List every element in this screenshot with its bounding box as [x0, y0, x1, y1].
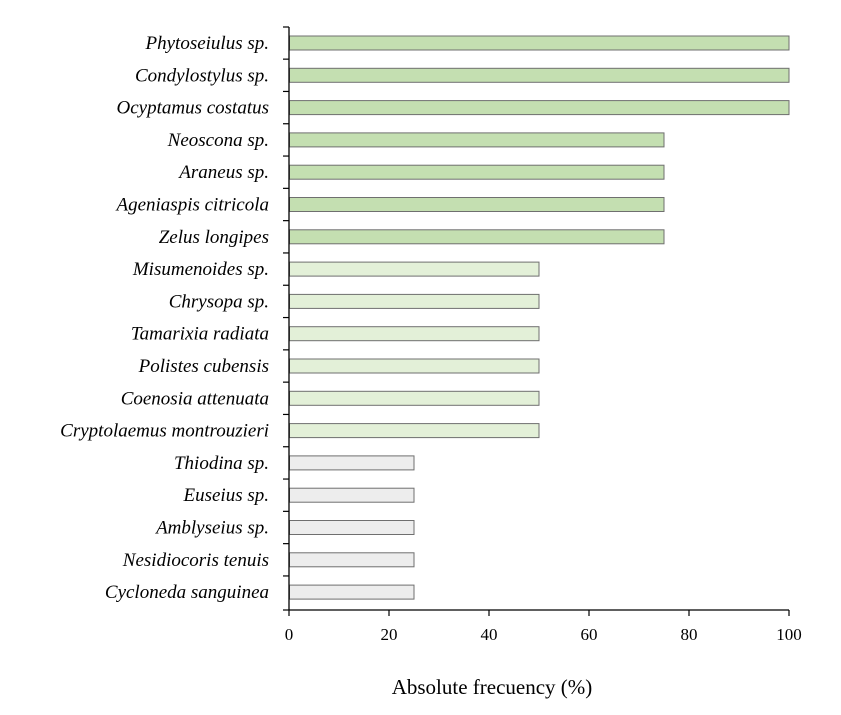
category-label: Misumenoides sp. [132, 259, 269, 280]
category-label: Tamarixia radiata [131, 324, 269, 345]
bar [289, 520, 415, 535]
category-labels: Phytoseiulus sp. Condylostylus sp. Ocyptam… [60, 33, 269, 603]
category-label: Thiodina sp. [174, 453, 269, 474]
category-label: Nesidiocoris tenuis [122, 550, 269, 571]
x-tick-label: 60 [581, 625, 598, 644]
x-tick-label: 20 [381, 625, 398, 644]
bar [289, 423, 540, 439]
category-label: Coenosia attenuata [121, 388, 269, 409]
category-label: Phytoseiulus sp. [145, 33, 270, 54]
bar [289, 358, 540, 374]
bar [289, 293, 540, 309]
x-tick-label: 100 [776, 625, 802, 644]
bar [289, 67, 790, 83]
bar [289, 35, 790, 51]
bar [289, 487, 415, 503]
bar [289, 197, 665, 212]
bar [289, 229, 665, 245]
bar [289, 261, 540, 277]
x-axis-title: Absolute frecuency (%) [392, 675, 593, 699]
bars-group [289, 35, 790, 600]
category-label: Ageniaspis citricola [114, 195, 269, 216]
x-axis-ticks [288, 610, 790, 616]
bar [289, 584, 415, 600]
y-axis-ticks [283, 26, 289, 611]
x-axis-tick-labels: 0 20 40 60 80 100 [285, 625, 802, 644]
bar [289, 552, 415, 568]
category-label: Cryptolaemus montrouzieri [60, 421, 269, 442]
category-label: Neoscona sp. [167, 130, 269, 151]
category-label: Araneus sp. [177, 162, 269, 183]
category-label: Cycloneda sanguinea [105, 582, 269, 603]
category-label: Amblyseius sp. [154, 518, 269, 539]
category-label: Polistes cubensis [138, 356, 269, 377]
bar [289, 164, 665, 180]
bar [289, 326, 540, 342]
x-tick-label: 80 [681, 625, 698, 644]
category-label: Zelus longipes [159, 227, 269, 248]
x-tick-label: 0 [285, 625, 294, 644]
x-tick-label: 40 [481, 625, 498, 644]
category-label: Ocyptamus costatus [116, 98, 269, 119]
category-label: Chrysopa sp. [169, 291, 269, 312]
category-label: Condylostylus sp. [135, 65, 269, 86]
bar [289, 455, 415, 471]
category-label: Euseius sp. [183, 485, 270, 506]
bar [289, 132, 665, 148]
bar [289, 390, 540, 406]
bar [289, 100, 790, 116]
